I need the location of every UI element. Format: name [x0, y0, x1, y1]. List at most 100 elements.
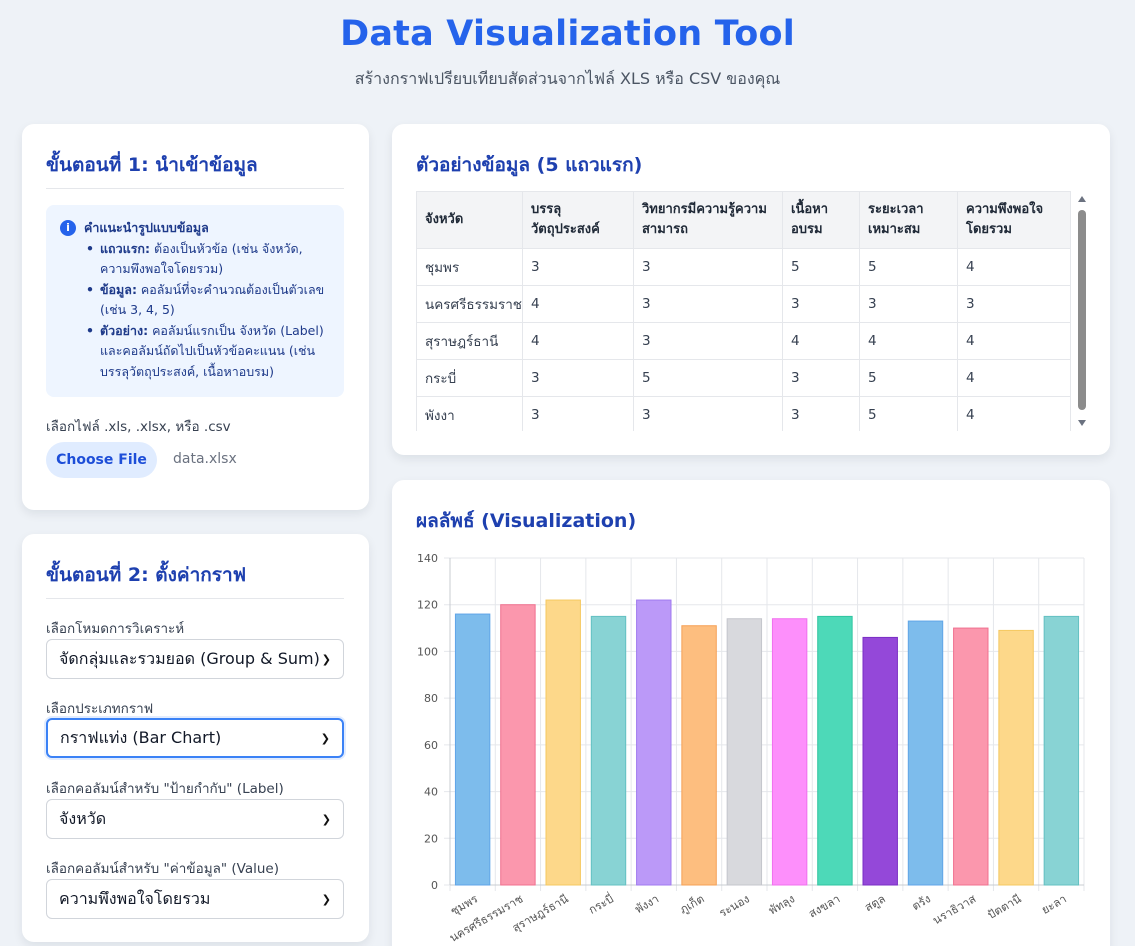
- y-tick-label: 100: [417, 645, 438, 658]
- table-cell: 3: [782, 359, 860, 397]
- label-column-label: เลือกคอลัมน์สำหรับ "ป้ายกำกับ" (Label): [46, 781, 284, 797]
- table-cell: 5: [859, 396, 958, 431]
- table-row: กระบี่ 3 5 3 5 4: [416, 359, 1071, 397]
- bar: [636, 599, 672, 886]
- scroll-up-arrow-icon[interactable]: [1078, 196, 1086, 202]
- table-cell: 4: [957, 359, 1071, 397]
- choose-file-button[interactable]: Choose File: [46, 442, 157, 478]
- chevron-down-icon: ❯: [321, 812, 331, 826]
- selected-file-name: data.xlsx: [173, 451, 237, 467]
- column-header: บรรลุวัตถุประสงค์: [522, 191, 634, 249]
- step2-title: ขั้นตอนที่ 2: ตั้งค่ากราฟ: [46, 564, 247, 586]
- table-cell: 3: [957, 285, 1071, 323]
- chart-type-select[interactable]: กราฟแท่ง (Bar Chart) ❯: [46, 718, 344, 758]
- table-cell: 4: [782, 322, 860, 360]
- table-cell: 3: [522, 396, 634, 431]
- table-cell: กระบี่: [416, 359, 523, 397]
- scrollbar-thumb[interactable]: [1078, 210, 1086, 410]
- bar: [1043, 615, 1080, 886]
- bar: [862, 636, 898, 886]
- tip-list: แถวแรก: ต้องเป็นหัวข้อ (เช่น จังหวัด, คว…: [86, 239, 332, 383]
- mode-select[interactable]: จัดกลุ่มและรวมยอด (Group & Sum) ❯: [46, 639, 344, 679]
- bar: [726, 618, 763, 886]
- app-title: Data Visualization Tool: [340, 14, 795, 54]
- x-tick-label: ตรัง: [909, 891, 933, 913]
- table-cell: 5: [859, 359, 958, 397]
- tip-item: แถวแรก: ต้องเป็นหัวข้อ (เช่น จังหวัด, คว…: [86, 239, 332, 280]
- bar-chart: 020406080100120140ชุมพรนครศรีธรรมราชสุรา…: [417, 552, 1085, 945]
- scroll-down-arrow-icon[interactable]: [1078, 420, 1086, 426]
- mode-label: เลือกโหมดการวิเคราะห์: [46, 621, 185, 637]
- label-column-select-value: จังหวัด: [59, 808, 107, 828]
- bar: [998, 629, 1034, 886]
- table-cell: 5: [782, 248, 860, 286]
- column-header: เนื้อหาอบรม: [782, 191, 860, 249]
- table-cell: 3: [633, 396, 783, 431]
- bar: [907, 620, 944, 886]
- divider: [46, 188, 344, 189]
- table-row: นครศรีธรรมราช 4 3 3 3 3: [416, 285, 1071, 323]
- table-cell: 3: [633, 248, 783, 286]
- x-tick-label: ภูเก็ต: [677, 891, 707, 917]
- table-cell: 3: [633, 322, 783, 360]
- table-cell: 5: [633, 359, 783, 397]
- table-cell: ชุมพร: [416, 248, 523, 286]
- table-cell: 4: [957, 322, 1071, 360]
- table-cell: 3: [859, 285, 958, 323]
- y-tick-label: 140: [417, 552, 438, 565]
- x-tick-label: ชุมพร: [448, 891, 480, 918]
- result-title: ผลลัพธ์ (Visualization): [416, 510, 637, 532]
- x-tick-label: นราธิวาส: [930, 891, 978, 927]
- chevron-down-icon: ❯: [321, 892, 331, 906]
- table-cell: พังงา: [416, 396, 523, 431]
- table-header-row: จังหวัด บรรลุวัตถุประสงค์ วิทยากรมีความร…: [416, 191, 1071, 249]
- bar: [500, 604, 536, 886]
- value-column-select[interactable]: ความพึงพอใจโดยรวม ❯: [46, 879, 344, 919]
- visualization-card: ผลลัพธ์ (Visualization) 0 20 40 60 80 100 120 1…: [392, 480, 1110, 946]
- preview-title: ตัวอย่างข้อมูล (5 แถวแรก): [416, 154, 643, 176]
- mode-select-value: จัดกลุ่มและรวมยอด (Group & Sum): [59, 648, 320, 668]
- y-tick-label: 60: [424, 739, 438, 752]
- x-tick-label: ยะลา: [1039, 891, 1069, 916]
- table-cell: 4: [522, 322, 634, 360]
- table-cell: 3: [782, 396, 860, 431]
- x-tick-label: พังงา: [632, 891, 661, 916]
- column-header: ระยะเวลาเหมาะสม: [859, 191, 958, 249]
- step1-title: ขั้นตอนที่ 1: นำเข้าข้อมูล: [46, 154, 258, 176]
- format-tip-box: i คำแนะนำรูปแบบข้อมูล แถวแรก: ต้องเป็นหั…: [46, 205, 344, 397]
- y-tick-label: 20: [424, 832, 438, 845]
- label-column-select[interactable]: จังหวัด ❯: [46, 799, 344, 839]
- table-cell: 4: [522, 285, 634, 323]
- preview-table: จังหวัด บรรลุวัตถุประสงค์ วิทยากรมีความร…: [416, 191, 1071, 431]
- chevron-down-icon: ❯: [321, 652, 331, 666]
- bar: [545, 599, 581, 886]
- bar: [953, 627, 989, 886]
- bar: [817, 615, 853, 886]
- data-preview-card: ตัวอย่างข้อมูล (5 แถวแรก) จังหวัด บรรลุว…: [392, 124, 1110, 455]
- app-subtitle: สร้างกราฟเปรียบเทียบสัดส่วนจากไฟล์ XLS ห…: [354, 69, 781, 88]
- import-card: ขั้นตอนที่ 1: นำเข้าข้อมูล i คำแนะนำรูปแ…: [22, 124, 369, 510]
- x-tick-label: กระบี่: [585, 891, 616, 917]
- tip-title: คำแนะนำรูปแบบข้อมูล: [84, 220, 209, 235]
- table-cell: สุราษฎร์ธานี: [416, 322, 523, 360]
- table-scrollbar[interactable]: [1076, 191, 1088, 431]
- value-column-label: เลือกคอลัมน์สำหรับ "ค่าข้อมูล" (Value): [46, 861, 279, 877]
- x-tick-label: ระนอง: [716, 891, 751, 919]
- info-icon: i: [60, 220, 76, 237]
- tip-item: ข้อมูล: คอลัมน์ที่จะคำนวณต้องเป็นตัวเลข …: [86, 280, 332, 321]
- table-cell: 3: [522, 359, 634, 397]
- y-tick-label: 120: [417, 599, 438, 612]
- x-tick-label: พัทลุง: [766, 891, 797, 917]
- x-tick-label: ปัตตานี: [985, 891, 1024, 921]
- tip-item: ตัวอย่าง: คอลัมน์แรกเป็น จังหวัด (Label)…: [86, 321, 332, 383]
- x-tick-label: สงขลา: [806, 891, 842, 920]
- y-tick-label: 0: [431, 879, 438, 892]
- preview-table-scroll[interactable]: จังหวัด บรรลุวัตถุประสงค์ วิทยากรมีความร…: [416, 191, 1088, 431]
- table-cell: 4: [859, 322, 958, 360]
- table-cell: 3: [782, 285, 860, 323]
- table-cell: นครศรีธรรมราช: [416, 285, 523, 323]
- bar: [681, 625, 717, 886]
- value-column-select-value: ความพึงพอใจโดยรวม: [59, 888, 211, 908]
- column-header: ความพึงพอใจโดยรวม: [957, 191, 1071, 249]
- column-header: วิทยากรมีความรู้ความสามารถ: [633, 191, 783, 249]
